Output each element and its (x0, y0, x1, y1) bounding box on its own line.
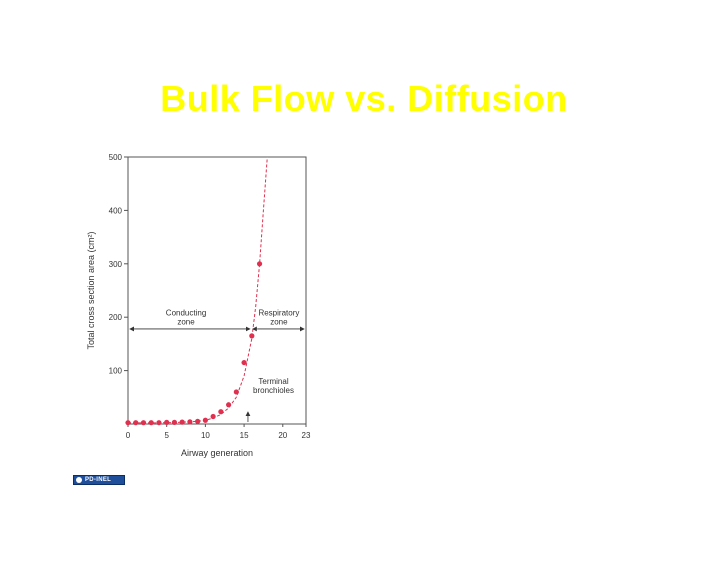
plot-frame (127, 156, 307, 425)
data-point (187, 419, 193, 425)
x-tick-label: 23 (302, 431, 311, 440)
public-domain-icon (76, 477, 82, 483)
zone-annotations: Conducting zone Respiratory zone Terminal bro… (129, 309, 305, 422)
data-point (164, 419, 170, 425)
x-tick-label: 0 (126, 431, 131, 440)
data-point (148, 420, 154, 426)
license-badge-label: PD-INEL (85, 477, 112, 483)
data-point (226, 402, 232, 408)
data-point (133, 420, 139, 426)
growth-curve (128, 156, 268, 424)
conducting-zone-label: Conducting zone (166, 309, 206, 327)
data-point (202, 417, 208, 423)
data-point (195, 418, 201, 424)
data-point (233, 389, 239, 395)
data-point (125, 420, 131, 426)
terminal-bronchioles-label: Terminal bronchioles (253, 377, 294, 395)
data-point (210, 413, 216, 420)
y-axis-label: Total cross section area (cm²) (86, 231, 96, 349)
data-point (256, 261, 263, 267)
data-point (156, 420, 162, 426)
x-axis-label: Airway generation (181, 448, 253, 458)
x-tick-label: 5 (164, 431, 169, 440)
data-points (125, 261, 263, 426)
y-tick-label: 300 (109, 260, 123, 269)
airway-cross-section-chart: 100 200 300 400 500 0 5 10 15 20 23 Total cross s… (86, 153, 311, 458)
plot-border (127, 156, 307, 425)
data-point (171, 419, 178, 425)
data-point (140, 420, 147, 426)
x-axis-ticks: 0 5 10 15 20 23 (126, 424, 311, 440)
license-badge: PD-INEL (73, 475, 125, 485)
y-tick-label: 500 (109, 153, 123, 162)
data-point (249, 333, 255, 339)
respiratory-zone-label: Respiratory zone (258, 309, 299, 327)
data-point (179, 419, 185, 425)
y-tick-label: 400 (109, 206, 123, 215)
slide-title: Bulk Flow vs. Diffusion (160, 78, 568, 119)
x-tick-label: 15 (240, 431, 249, 440)
x-tick-label: 20 (278, 431, 287, 440)
y-tick-label: 100 (109, 367, 123, 376)
data-point (218, 409, 224, 415)
data-point (241, 359, 247, 366)
y-axis-ticks: 100 200 300 400 500 (109, 153, 128, 376)
x-tick-label: 10 (201, 431, 210, 440)
y-tick-label: 200 (109, 313, 123, 322)
